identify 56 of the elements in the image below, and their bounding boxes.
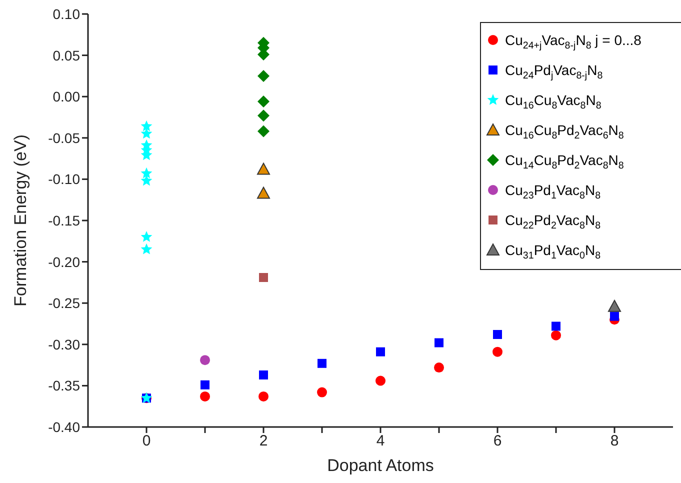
point <box>257 162 270 175</box>
point <box>376 347 385 356</box>
point <box>258 391 268 402</box>
legend-label: Cu$_{16}$Cu$_{8}$Vac$_{8}$N$_{8}$ <box>505 91 602 114</box>
point <box>140 174 152 186</box>
point <box>259 272 268 282</box>
point <box>551 330 561 340</box>
point <box>434 362 444 373</box>
point <box>140 243 152 254</box>
legend-label: Cu$_{24}$Pd$_{j}$Vac$_{8-j}$N$_{8}$ <box>505 61 603 84</box>
point <box>140 120 152 132</box>
point <box>259 370 268 380</box>
point <box>608 300 621 312</box>
point <box>493 330 502 339</box>
y-tick-label: -0.10 <box>48 171 80 188</box>
point <box>140 128 152 139</box>
point <box>552 322 560 331</box>
point <box>200 391 210 402</box>
point <box>318 358 326 368</box>
x-tick-label: 4 <box>376 432 385 450</box>
y-tick-label: -0.05 <box>48 130 80 146</box>
y-tick-label: 0.10 <box>52 6 80 22</box>
point <box>200 355 210 366</box>
x-tick-label: 0 <box>142 432 151 450</box>
point <box>317 387 327 398</box>
legend-label: Cu$_{24+j}$Vac$_{8-j}$N$_{8}$ j = 0...8 <box>505 31 642 54</box>
y-tick-label: -0.35 <box>48 378 80 394</box>
point <box>376 376 386 386</box>
text: Cu$_{14}$Cu$_{8}$Pd$_{2}$Vac$_{8}$N$_{8}$ <box>505 152 624 172</box>
y-tick-label: 0.05 <box>52 47 80 64</box>
x-tick-label: 2 <box>259 432 268 450</box>
y-tick-label: -0.30 <box>48 336 80 352</box>
point <box>610 312 619 321</box>
point <box>258 70 270 82</box>
point <box>258 96 270 108</box>
point <box>258 110 270 122</box>
point <box>257 186 270 199</box>
legend-label: Cu$_{22}$Pd$_{2}$Vac$_{8}$N$_{8}$ <box>505 211 601 234</box>
legend-label: Cu$_{31}$Pd$_{1}$Vac$_{0}$N$_{8}$ <box>505 241 601 264</box>
y-tick-label: -0.20 <box>48 254 80 270</box>
point <box>434 338 444 348</box>
point <box>258 125 270 138</box>
point <box>492 346 502 357</box>
x-tick-label: 8 <box>610 432 619 450</box>
y-tick-label: -0.25 <box>48 295 80 312</box>
legend-label: Cu$_{23}$Pd$_{1}$Vac$_{8}$N$_{8}$ <box>505 181 601 204</box>
x-axis-title: Dopant Atoms <box>327 456 434 475</box>
y-tick-label: -0.40 <box>48 418 80 435</box>
point <box>140 167 152 178</box>
x-tick-label: 6 <box>493 432 502 450</box>
y-tick-label: 0.00 <box>52 88 80 105</box>
point <box>200 380 210 390</box>
y-tick-label: -0.15 <box>48 212 80 228</box>
y-axis-title: Formation Energy (eV) <box>11 134 30 306</box>
point <box>140 231 152 242</box>
text: Cu$_{16}$Cu$_{8}$Pd$_{2}$Vac$_{6}$N$_{8}$ <box>505 122 624 142</box>
